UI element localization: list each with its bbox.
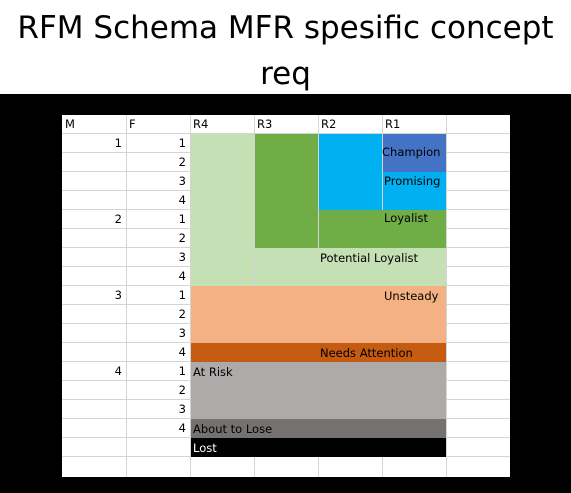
label-needs-attention: Needs Attention — [320, 346, 413, 360]
header-f: F — [129, 117, 136, 131]
f-value: 2 — [178, 307, 186, 321]
f-value: 3 — [178, 402, 186, 416]
title-line-1: RFM Schema MFR spesific concept — [17, 10, 554, 46]
label-loyalist: Loyalist — [384, 211, 428, 225]
f-value: 4 — [178, 421, 186, 435]
label-unsteady: Unsteady — [384, 289, 439, 303]
f-value: 2 — [178, 383, 186, 397]
f-value: 4 — [178, 269, 186, 283]
m-value: 4 — [114, 364, 122, 378]
f-value: 2 — [178, 231, 186, 245]
label-at-risk: At Risk — [193, 365, 233, 379]
f-value: 3 — [178, 326, 186, 340]
label-champion: Champion — [382, 145, 441, 159]
header-r4: R4 — [193, 117, 209, 131]
m-value: 1 — [114, 136, 122, 150]
f-value: 1 — [178, 288, 186, 302]
f-value: 4 — [178, 193, 186, 207]
header-r2: R2 — [321, 117, 337, 131]
header-m: M — [65, 117, 75, 131]
label-potential-loyalist: Potential Loyalist — [320, 251, 419, 265]
f-value: 1 — [178, 212, 186, 226]
f-value: 3 — [178, 250, 186, 264]
label-promising: Promising — [384, 174, 441, 188]
m-value: 2 — [114, 212, 122, 226]
m-value: 3 — [114, 288, 122, 302]
header-r3: R3 — [257, 117, 273, 131]
f-value: 3 — [178, 174, 186, 188]
header-r1: R1 — [385, 117, 401, 131]
f-value: 2 — [178, 155, 186, 169]
f-value: 1 — [178, 364, 186, 378]
f-value: 1 — [178, 136, 186, 150]
label-about-to-lose: About to Lose — [193, 422, 273, 436]
rfm-grid: M F R4 R3 R2 R1 1 2 3 4 1 2 3 4 1 2 3 4 … — [62, 115, 510, 477]
label-lost: Lost — [193, 441, 217, 455]
title-line-2: req — [260, 56, 311, 92]
f-value: 4 — [178, 345, 186, 359]
